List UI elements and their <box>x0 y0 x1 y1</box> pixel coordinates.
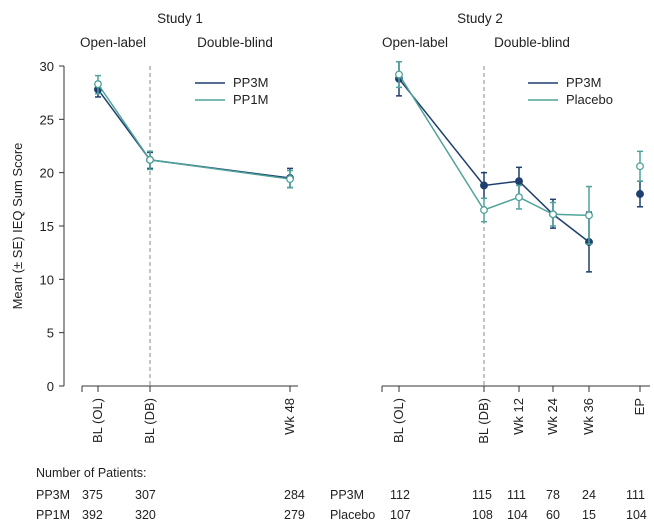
patient-count: 392 <box>82 508 103 522</box>
y-tick-label: 25 <box>40 112 54 127</box>
data-point <box>94 80 102 89</box>
y-tick-label: 15 <box>40 219 54 234</box>
phase-label: Open-label <box>382 35 448 50</box>
patient-count: 104 <box>507 508 528 522</box>
patient-count: 78 <box>546 488 560 502</box>
data-point <box>636 162 644 171</box>
patients-header: Number of Patients: <box>36 466 147 480</box>
phase-label: Double-blind <box>197 35 273 50</box>
chart-title: Study 1 <box>157 11 203 26</box>
patient-count: 307 <box>135 488 156 502</box>
patient-count: 320 <box>135 508 156 522</box>
y-tick-label: 20 <box>40 166 54 181</box>
x-tick-label: BL (DB) <box>476 398 491 444</box>
patient-count: 24 <box>582 488 596 502</box>
chart-title: Study 2 <box>457 11 503 26</box>
study1-row-label: PP1M <box>36 508 71 522</box>
patient-count: 111 <box>626 488 646 502</box>
data-point <box>515 193 523 202</box>
data-point <box>395 70 403 79</box>
patient-count: 108 <box>472 508 493 522</box>
y-tick-label: 5 <box>47 326 54 341</box>
x-tick-label: Wk 48 <box>282 398 297 435</box>
data-point <box>286 175 294 184</box>
data-point <box>636 190 644 198</box>
patient-count: 111 <box>507 488 527 502</box>
y-tick-label: 0 <box>47 379 54 394</box>
x-tick-label: BL (DB) <box>142 398 157 444</box>
legend-label: PP1M <box>233 92 268 107</box>
patient-count: 112 <box>390 488 410 502</box>
x-tick-label: EP <box>632 398 647 415</box>
legend-label: Placebo <box>566 92 613 107</box>
data-point <box>480 181 488 190</box>
study1-row-label: PP3M <box>36 488 71 502</box>
patient-count: 15 <box>582 508 596 522</box>
data-point <box>549 210 557 219</box>
legend-label: PP3M <box>233 75 268 90</box>
phase-label: Open-label <box>80 35 146 50</box>
data-point <box>515 177 523 186</box>
patient-count: 375 <box>82 488 103 502</box>
patient-count: 115 <box>472 488 492 502</box>
legend-label: PP3M <box>566 75 601 90</box>
x-tick-label: Wk 24 <box>545 398 560 435</box>
y-tick-label: 10 <box>40 272 54 287</box>
data-point <box>585 211 593 220</box>
y-axis-label: Mean (± SE) IEQ Sum Score <box>10 143 25 310</box>
x-tick-label: BL (OL) <box>90 398 105 443</box>
patient-count: 104 <box>626 508 647 522</box>
data-point <box>480 206 488 214</box>
y-tick-label: 30 <box>40 59 54 74</box>
study2-row-label: Placebo <box>330 508 376 522</box>
patient-count: 279 <box>284 508 305 522</box>
phase-label: Double-blind <box>494 35 570 50</box>
study2-row-label: PP3M <box>330 488 365 502</box>
chart-panels: 0 5 10 15 20 25 30 Study 1 Open-label Double-blin… <box>40 11 650 444</box>
x-tick-label: Wk 12 <box>511 398 526 435</box>
patient-count: 284 <box>284 488 305 502</box>
data-point <box>146 155 154 164</box>
patient-count: 60 <box>546 508 560 522</box>
patient-count: 107 <box>390 508 411 522</box>
x-tick-label: BL (OL) <box>391 398 406 443</box>
x-tick-label: Wk 36 <box>581 398 596 435</box>
